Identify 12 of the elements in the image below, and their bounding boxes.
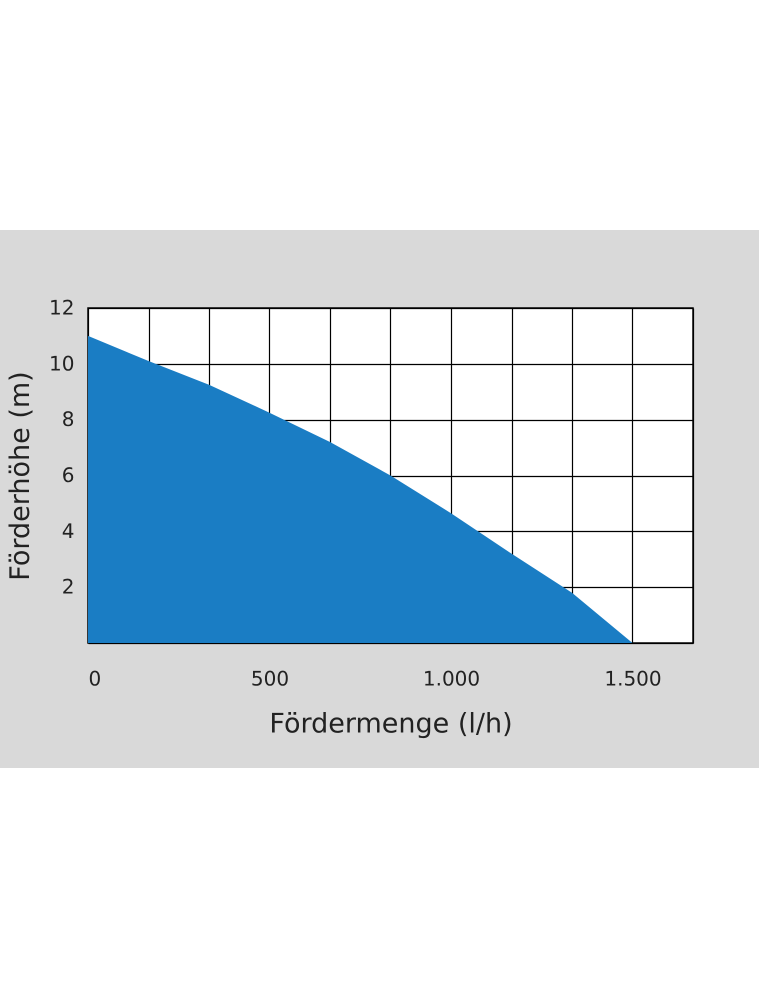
x-tick-label: 0 (88, 666, 102, 690)
x-tick-label: 1.000 (422, 666, 480, 690)
y-tick-label: 6 (62, 463, 74, 487)
y-tick-label: 12 (49, 296, 74, 320)
y-tick-label: 8 (62, 407, 74, 432)
y-tick-label: 10 (49, 351, 74, 376)
y-axis-title: Förderhöhe (m) (5, 371, 36, 581)
x-tick-label: 1.500 (604, 666, 662, 690)
x-tick-label: 500 (250, 666, 290, 690)
y-tick-label: 4 (62, 518, 74, 543)
x-axis-title: Fördermenge (l/h) (269, 708, 513, 740)
y-tick-label: 2 (62, 574, 74, 599)
